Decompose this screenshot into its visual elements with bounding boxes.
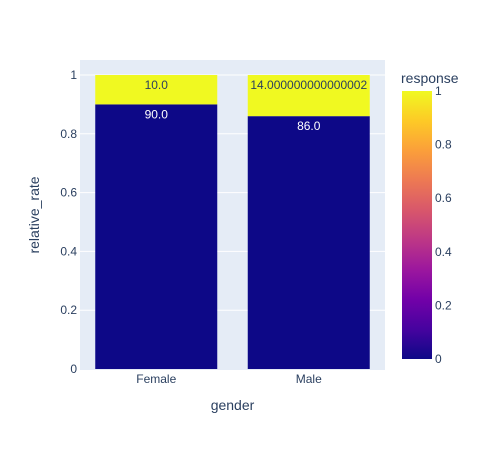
y-tick-label: 0.4 <box>60 244 77 258</box>
bar-labels: 90.0 10.0 86.0 14.000000000000002 <box>145 78 368 133</box>
colorbar-tick-label: 0.4 <box>435 245 452 259</box>
bar-segment <box>95 104 218 370</box>
colorbar-tick-label: 0 <box>435 352 442 366</box>
y-axis-ticks: 0 0.2 0.4 0.6 0.8 1 <box>60 68 77 376</box>
y-tick-label: 0.2 <box>60 303 77 317</box>
x-axis-ticks: Female Male <box>136 372 322 386</box>
colorbar-tick-label: 0.6 <box>435 191 452 205</box>
colorbar-ticks: 0 0.2 0.4 0.6 0.8 1 <box>435 84 452 366</box>
bar-value-label: 10.0 <box>145 78 169 92</box>
y-axis-title: relative_rate <box>26 176 42 253</box>
x-axis-title: gender <box>211 397 255 413</box>
y-tick-label: 0.6 <box>60 186 77 200</box>
colorbar-title: response <box>401 70 459 86</box>
bar-segment <box>247 116 370 369</box>
colorbar: response 0 0.2 0.4 0.6 0.8 1 <box>401 70 459 366</box>
x-tick-label: Male <box>296 372 322 386</box>
bars <box>95 75 370 370</box>
colorbar-tick-label: 0.8 <box>435 138 452 152</box>
bar-value-label: 14.000000000000002 <box>250 78 367 92</box>
bar-value-label: 90.0 <box>145 107 169 121</box>
y-tick-label: 1 <box>70 68 77 82</box>
y-tick-label: 0 <box>70 362 77 376</box>
colorbar-tick-label: 0.2 <box>435 298 452 312</box>
bar-segment <box>95 75 218 105</box>
x-tick-label: Female <box>136 372 176 386</box>
colorbar-gradient <box>402 91 432 359</box>
bar-value-label: 86.0 <box>297 119 321 133</box>
y-tick-label: 0.8 <box>60 127 77 141</box>
bar-segment <box>247 75 370 117</box>
colorbar-tick-label: 1 <box>435 84 442 98</box>
